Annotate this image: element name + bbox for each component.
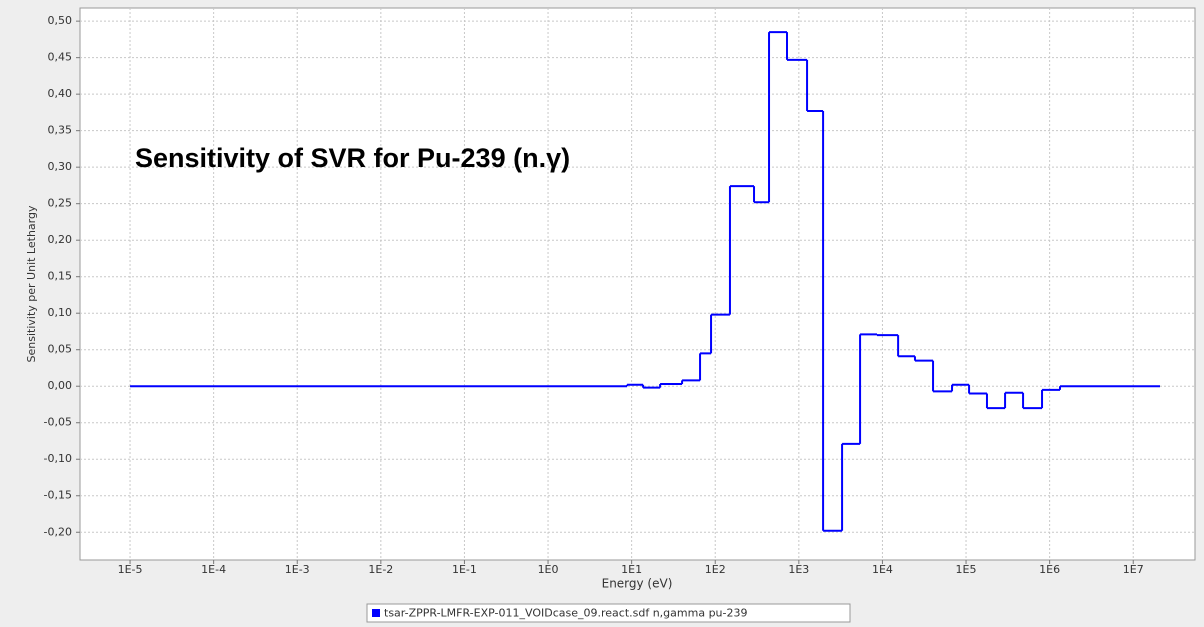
marks [130, 31, 1161, 532]
y-tick-label: 0,00 [48, 379, 73, 392]
y-tick-label: -0,10 [44, 452, 72, 465]
legend [366, 603, 851, 623]
x-tick-label: 1E3 [788, 563, 809, 576]
x-tick-label: 1E-4 [201, 563, 226, 576]
plot-area [79, 7, 1196, 561]
y-tick-label: 0,10 [48, 306, 73, 319]
grid: -0,20 -0,15 -0,10 -0,05 0,00 0,05 0,10 0,15 0,20… [44, 8, 1195, 576]
x-tick-label: 1E0 [538, 563, 559, 576]
legend-swatch [372, 609, 380, 617]
y-tick-label: 0,15 [48, 270, 73, 283]
x-tick-label: 1E-3 [285, 563, 310, 576]
y-tick-label: 0,45 [48, 51, 73, 64]
x-tick-label: 1E6 [1039, 563, 1060, 576]
y-tick-label: 0,05 [48, 343, 73, 356]
x-axis-label: Energy (eV) [602, 577, 673, 591]
y-tick-label: 0,40 [48, 87, 73, 100]
y-tick-label: 0,50 [48, 14, 73, 27]
x-tick-label: 1E5 [956, 563, 977, 576]
y-tick-label: 0,35 [48, 124, 73, 137]
annotation: Sensitivity of SVR for Pu-239 (n.γ) [135, 143, 570, 173]
y-tick-label: -0,20 [44, 525, 72, 538]
y-axis-label: Sensitivity per Unit Lethargy [25, 205, 38, 362]
x-tick-label: 1E-5 [118, 563, 143, 576]
y-tick-label: 0,25 [48, 197, 73, 210]
x-tick-label: 1E2 [705, 563, 726, 576]
legend-label: tsar-ZPPR-LMFR-EXP-011_VOIDcase_09.react… [384, 607, 748, 620]
x-tick-label: 1E7 [1123, 563, 1144, 576]
x-tick-label: 1E-2 [368, 563, 393, 576]
y-tick-label: 0,20 [48, 233, 73, 246]
y-tick-label: 0,30 [48, 160, 73, 173]
y-tick-label: -0,15 [44, 489, 72, 502]
x-tick-label: 1E4 [872, 563, 893, 576]
x-tick-label: 1E-1 [452, 563, 477, 576]
x-tick-label: 1E1 [621, 563, 642, 576]
y-tick-label: -0,05 [44, 416, 72, 429]
